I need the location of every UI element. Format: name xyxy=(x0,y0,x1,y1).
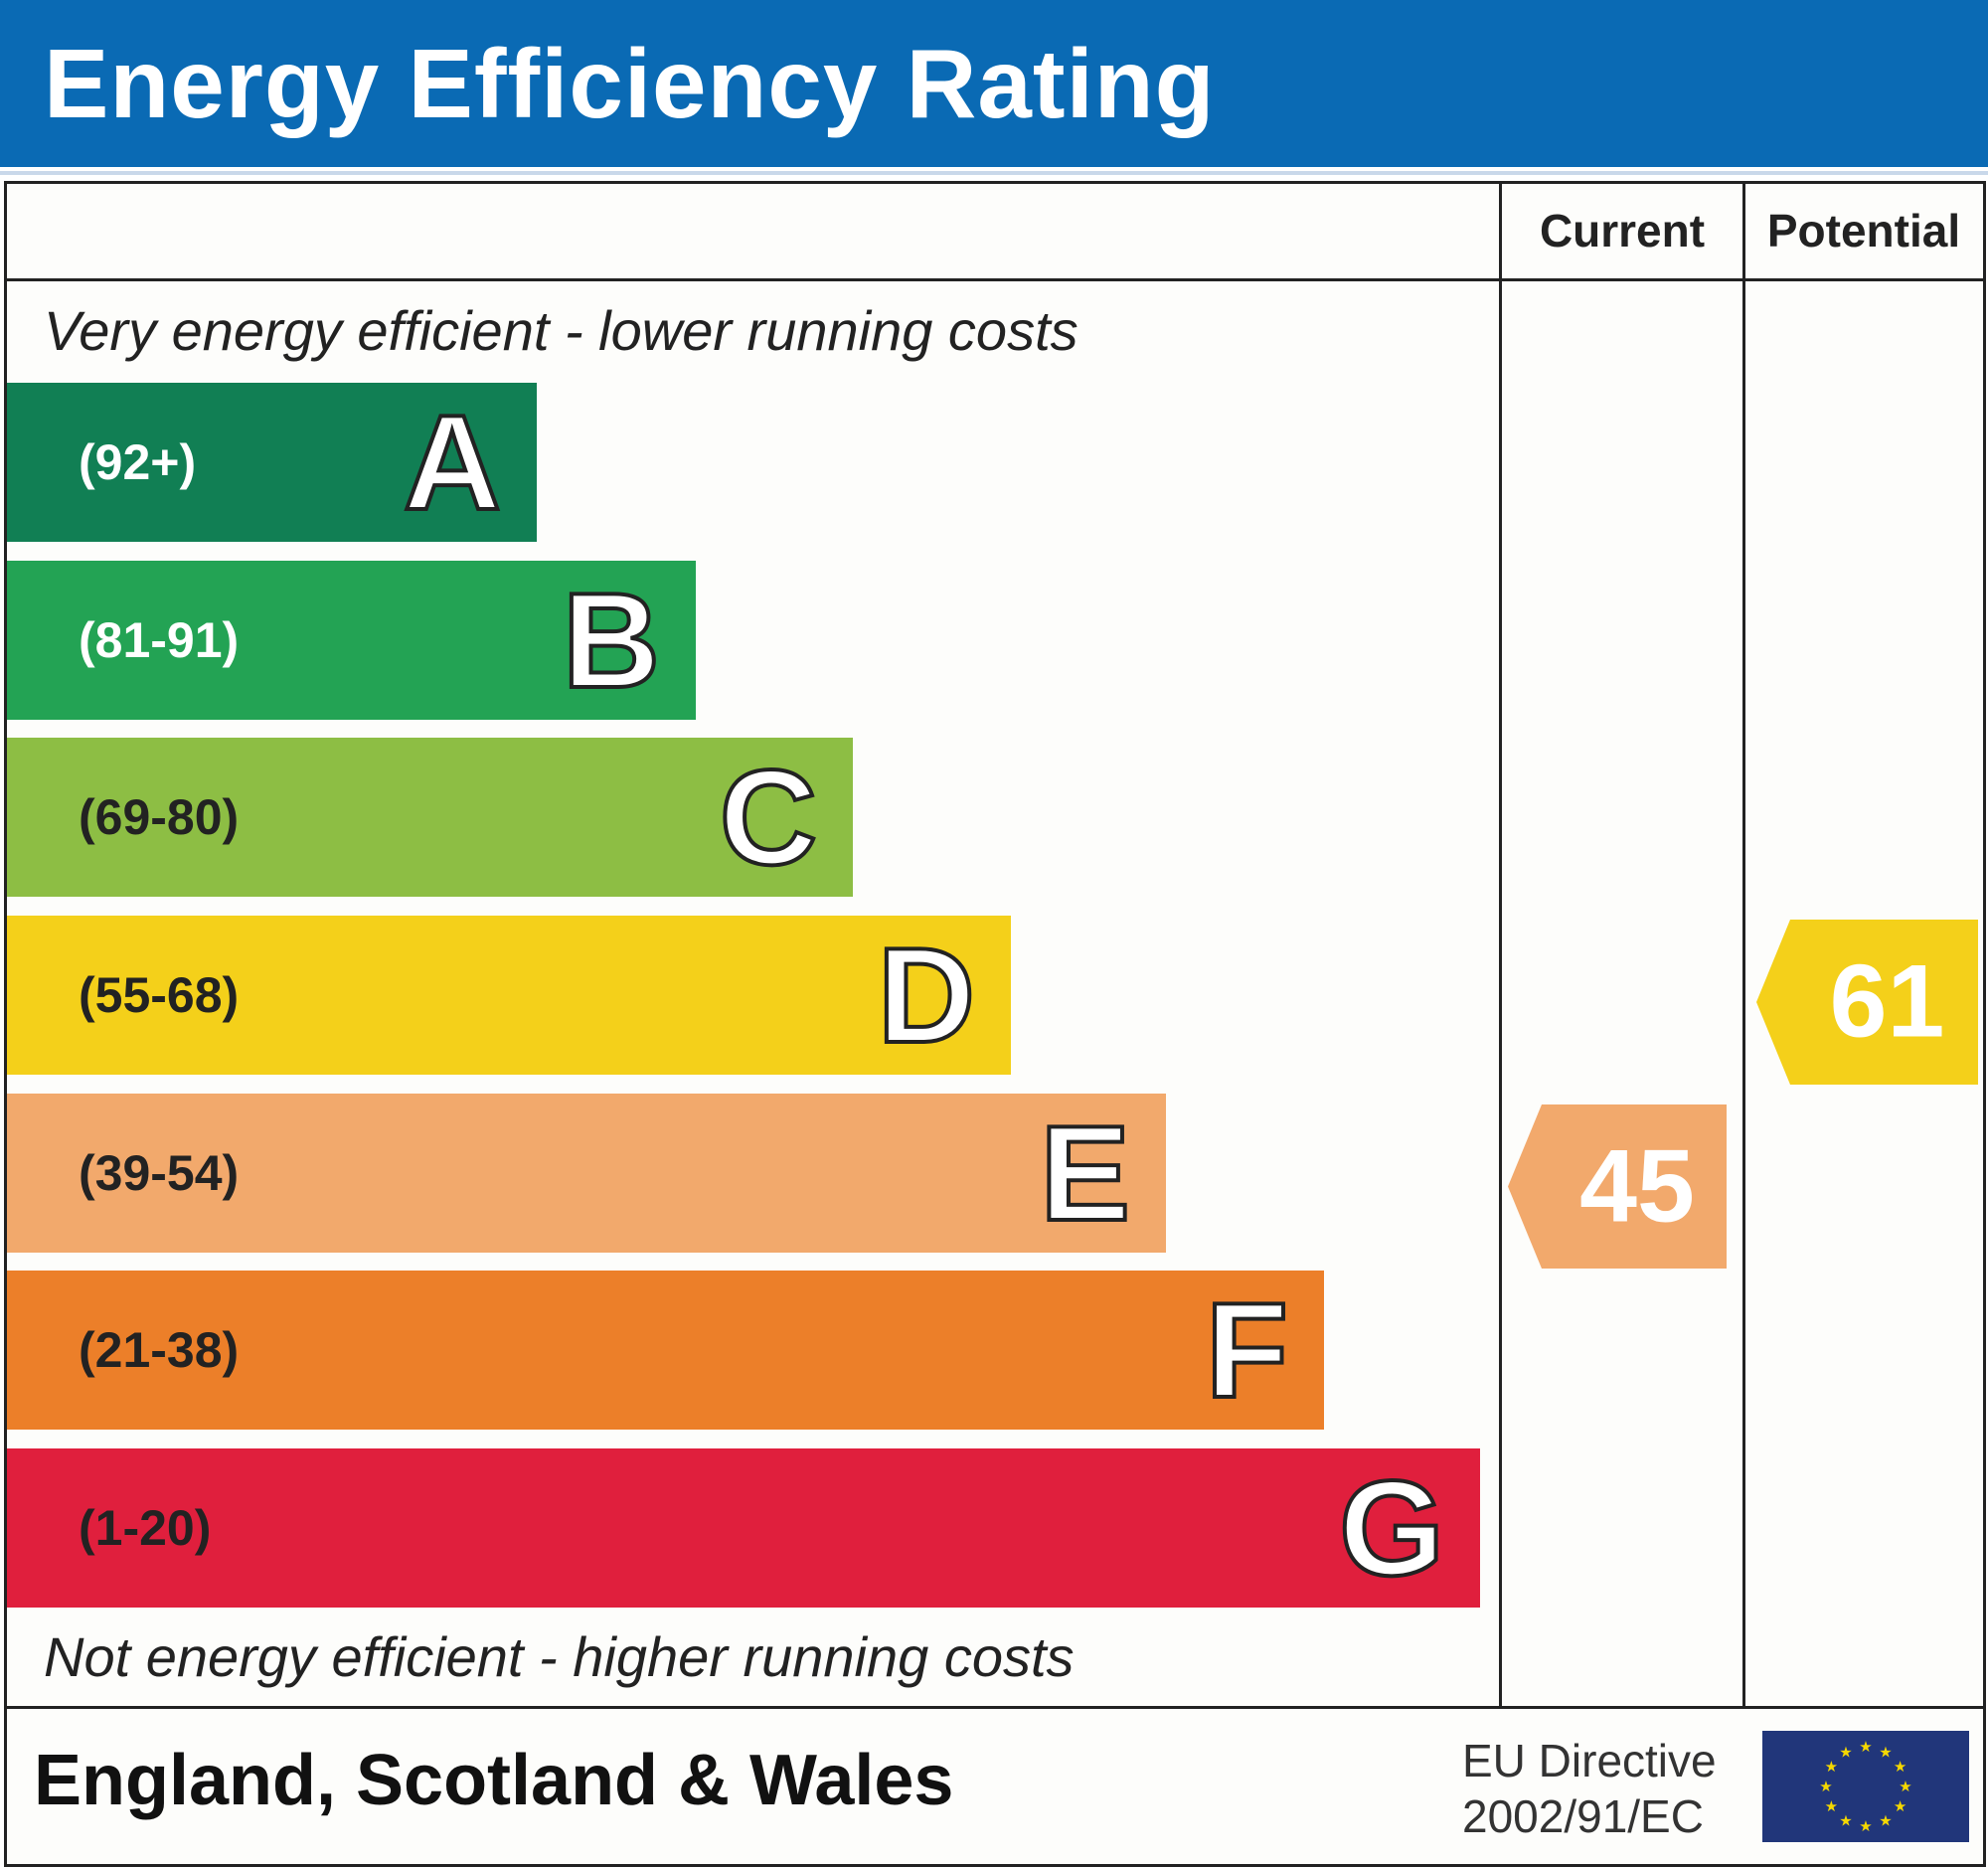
star-icon: ★ xyxy=(1825,1798,1838,1815)
star-icon: ★ xyxy=(1879,1813,1892,1830)
band-range: (92+) xyxy=(79,434,197,490)
current-rating-value: 45 xyxy=(1579,1128,1695,1244)
star-icon: ★ xyxy=(1825,1759,1838,1776)
star-icon: ★ xyxy=(1839,1744,1852,1761)
star-icon: ★ xyxy=(1819,1779,1832,1795)
star-icon: ★ xyxy=(1894,1759,1906,1776)
directive-line2: 2002/91/EC xyxy=(1462,1790,1704,1842)
band-range: (39-54) xyxy=(79,1145,240,1201)
band-c: (69-80) C xyxy=(7,738,853,897)
band-letter: F xyxy=(1204,1273,1290,1428)
band-range: (55-68) xyxy=(79,967,240,1023)
top-note: Very energy efficient - lower running co… xyxy=(44,299,1078,362)
directive-line1: EU Directive xyxy=(1462,1735,1717,1786)
potential-rating-arrow: 61 xyxy=(1756,920,1978,1085)
column-header-current: Current xyxy=(1539,205,1706,256)
band-e: (39-54) E xyxy=(7,1094,1166,1253)
band-letter: G xyxy=(1337,1450,1446,1606)
column-header-potential: Potential xyxy=(1766,205,1961,256)
band-letter: B xyxy=(561,563,662,718)
band-b: (81-91) B xyxy=(7,561,696,720)
band-letter: A xyxy=(402,385,503,540)
band-range: (1-20) xyxy=(79,1500,212,1556)
band-range: (21-38) xyxy=(79,1322,240,1378)
eu-flag-icon: ★ ★ ★ ★ ★ ★ ★ ★ ★ ★ ★ ★ xyxy=(1762,1731,1969,1847)
star-icon: ★ xyxy=(1859,1818,1872,1835)
band-g: (1-20) G xyxy=(7,1448,1480,1608)
star-icon: ★ xyxy=(1859,1739,1872,1756)
current-rating-arrow: 45 xyxy=(1508,1104,1727,1269)
region-label: England, Scotland & Wales xyxy=(34,1741,954,1820)
column-divider xyxy=(1499,181,1502,1708)
band-range: (69-80) xyxy=(79,789,240,845)
header-banner: Energy Efficiency Rating xyxy=(0,0,1988,167)
footer-line xyxy=(4,1706,1986,1709)
star-icon: ★ xyxy=(1899,1779,1911,1795)
page-title: Energy Efficiency Rating xyxy=(44,29,1216,138)
band-letter: C xyxy=(718,740,819,895)
potential-rating-value: 61 xyxy=(1829,943,1945,1060)
star-icon: ★ xyxy=(1894,1798,1906,1815)
band-range: (81-91) xyxy=(79,612,240,668)
divider xyxy=(0,171,1988,175)
star-icon: ★ xyxy=(1839,1813,1852,1830)
bottom-note: Not energy efficient - higher running co… xyxy=(44,1625,1075,1688)
band-letter: E xyxy=(1038,1096,1132,1251)
band-letter: D xyxy=(876,918,977,1073)
star-icon: ★ xyxy=(1879,1744,1892,1761)
band-a: (92+) A xyxy=(7,383,537,542)
column-divider xyxy=(1742,181,1745,1708)
band-d: (55-68) D xyxy=(7,916,1011,1075)
band-f: (21-38) F xyxy=(7,1271,1324,1430)
header-row-line xyxy=(4,278,1986,281)
